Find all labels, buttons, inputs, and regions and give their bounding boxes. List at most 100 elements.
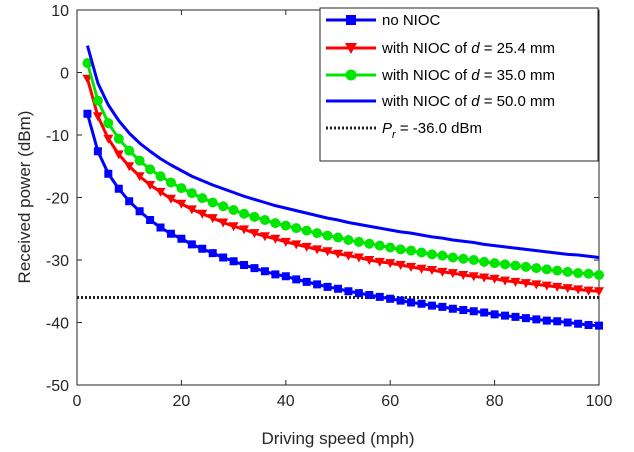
data-point — [155, 187, 166, 197]
data-point — [334, 284, 342, 293]
data-point — [468, 272, 479, 282]
data-point — [104, 169, 113, 178]
legend-label: with NIOC of d = 25.4 mm — [381, 40, 555, 57]
data-point — [353, 236, 364, 247]
legend-swatch-marker — [345, 69, 357, 81]
data-point — [374, 257, 385, 267]
series-with-nioc-of-d-50-0-mm — [85, 45, 600, 259]
data-point — [176, 199, 187, 209]
data-point — [511, 312, 520, 321]
data-point — [479, 256, 490, 267]
data-point — [207, 197, 218, 208]
data-point — [426, 266, 437, 275]
data-point — [531, 263, 542, 274]
data-point — [573, 285, 584, 295]
data-point — [416, 264, 427, 274]
data-point — [594, 287, 604, 297]
legend-label: no NIOC — [382, 12, 441, 29]
data-point — [437, 250, 448, 261]
x-axis-label: Driving speed (mph) — [261, 429, 414, 448]
data-point — [229, 257, 238, 266]
data-point — [291, 223, 302, 234]
data-point — [374, 240, 385, 251]
data-point — [82, 58, 93, 69]
data-point — [426, 249, 437, 260]
data-point — [83, 109, 92, 118]
legend: no NIOC with NIOC of d = 25.4 mm with NI… — [319, 7, 599, 162]
data-point — [187, 240, 196, 249]
data-point — [114, 184, 123, 193]
data-point — [124, 162, 135, 172]
data-point — [438, 302, 447, 311]
x-tick-label: 80 — [486, 393, 504, 410]
data-point — [532, 315, 541, 324]
legend-label: with NIOC of d = 50.0 mm — [381, 93, 555, 110]
data-point — [228, 205, 239, 215]
data-point — [583, 286, 594, 296]
data-point — [437, 267, 448, 277]
data-point — [259, 215, 270, 225]
data-point — [312, 228, 323, 239]
data-point — [343, 235, 354, 245]
data-point — [135, 207, 144, 216]
data-point — [271, 270, 280, 279]
data-point — [165, 177, 176, 188]
data-point — [489, 258, 500, 269]
data-point — [406, 245, 417, 256]
data-point — [385, 242, 396, 253]
data-point — [427, 301, 436, 310]
data-point — [458, 253, 469, 264]
data-point — [280, 237, 291, 247]
data-point — [416, 247, 427, 258]
data-point — [458, 271, 469, 280]
data-point — [531, 280, 542, 290]
legend-entry-d-50-0: with NIOC of d = 50.0 mm — [326, 93, 555, 110]
data-point — [447, 269, 458, 279]
y-axis-label: Received power (dBm) — [15, 111, 34, 284]
data-point — [333, 249, 343, 259]
data-point — [239, 208, 250, 219]
data-point — [353, 253, 364, 263]
data-point — [417, 299, 426, 308]
data-point — [145, 164, 156, 175]
data-point — [521, 314, 530, 323]
data-point — [386, 294, 395, 303]
legend-swatch-marker — [345, 43, 357, 54]
data-point — [292, 275, 301, 284]
data-point — [574, 319, 583, 328]
data-point — [520, 261, 531, 272]
data-point — [301, 225, 312, 236]
data-point — [113, 133, 124, 144]
data-point — [155, 171, 166, 182]
data-point — [197, 209, 208, 219]
data-point — [541, 281, 552, 291]
data-point — [186, 205, 197, 215]
x-tick-label: 60 — [381, 393, 399, 410]
data-point — [375, 292, 384, 301]
data-point — [249, 211, 260, 222]
data-point — [395, 261, 406, 270]
legend-label: with NIOC of d = 35.0 mm — [381, 67, 555, 84]
data-point — [198, 244, 207, 253]
series-no-nioc — [83, 109, 603, 330]
data-point — [344, 287, 353, 296]
data-point — [218, 218, 229, 228]
data-point — [447, 252, 458, 263]
data-point — [92, 112, 103, 122]
data-point — [364, 256, 375, 265]
y-tick-label: -20 — [46, 191, 69, 208]
data-point — [479, 273, 490, 283]
legend-entry-d-25-4: with NIOC of d = 25.4 mm — [326, 40, 555, 57]
data-point — [489, 274, 500, 284]
data-point — [197, 193, 208, 204]
y-tick-label: 10 — [51, 3, 69, 20]
data-point — [563, 318, 572, 327]
data-point — [270, 218, 281, 229]
data-point — [595, 321, 603, 330]
legend-swatch-marker — [346, 15, 356, 25]
data-point — [323, 282, 332, 291]
series-with-nioc-of-d-25-4-mm — [82, 74, 604, 297]
data-point — [103, 118, 114, 129]
data-point — [134, 172, 145, 182]
